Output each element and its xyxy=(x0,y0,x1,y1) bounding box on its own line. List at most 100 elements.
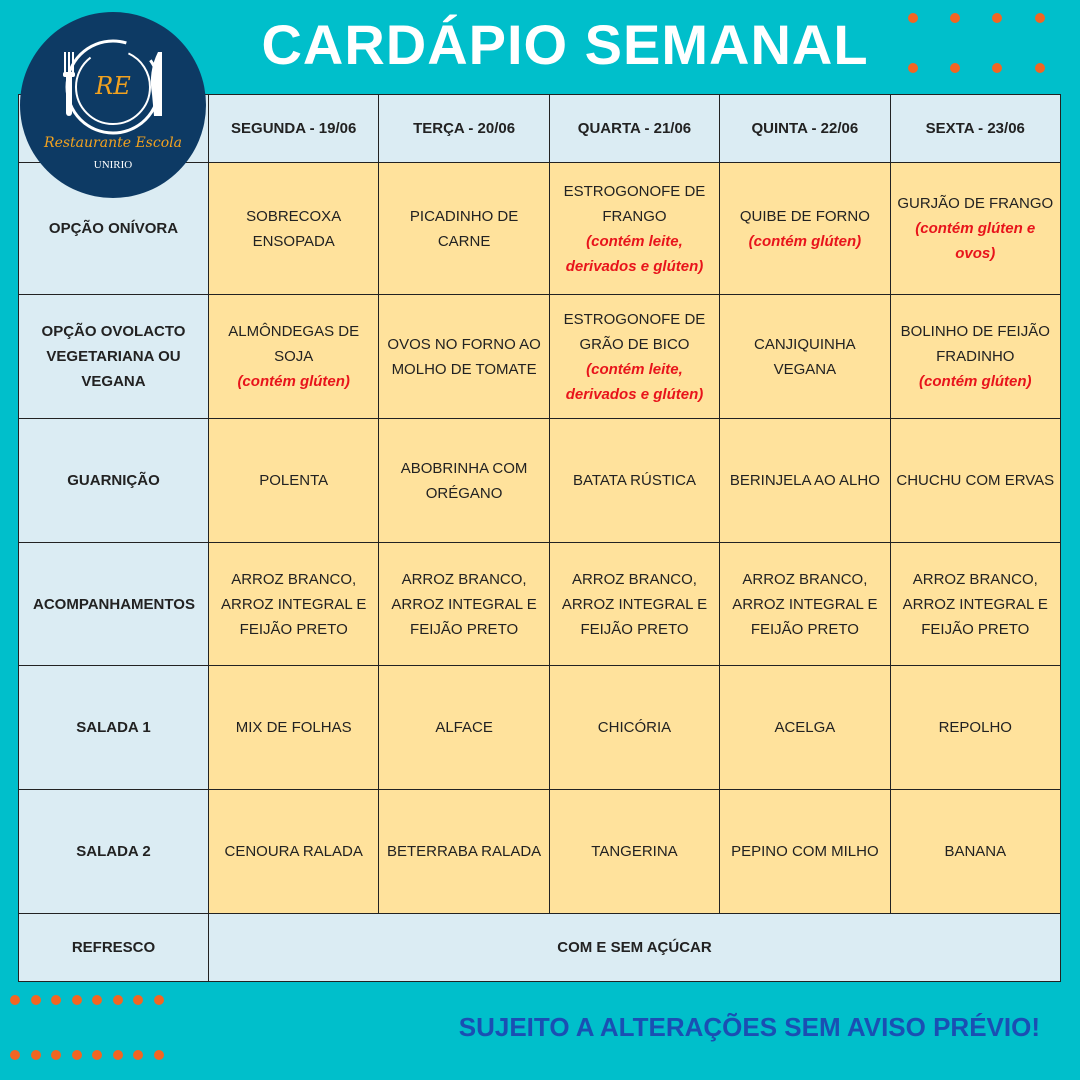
allergen-note: (contém leite, derivados e glúten) xyxy=(565,232,704,275)
dish-name: ARROZ BRANCO, ARROZ INTEGRAL E FEIJÃO PR… xyxy=(902,570,1048,638)
menu-cell: BATATA RÚSTICA xyxy=(548,418,721,543)
dot xyxy=(950,63,960,73)
menu-cell: ARROZ BRANCO, ARROZ INTEGRAL E FEIJÃO PR… xyxy=(889,542,1062,666)
dish-name: REPOLHO xyxy=(938,719,1012,736)
dish-name: ARROZ BRANCO, ARROZ INTEGRAL E FEIJÃO PR… xyxy=(561,570,708,638)
dish-name: CENOURA RALADA xyxy=(224,843,363,860)
menu-cell: PICADINHO DE CARNE xyxy=(378,162,550,295)
menu-cell: BOLINHO DE FEIJÃO FRADINHO (contém glúten… xyxy=(889,294,1062,419)
menu-cell: BETERRABA RALADA xyxy=(378,789,550,914)
dot xyxy=(71,995,82,1005)
dish-name: ESTROGONOFE DE GRÃO DE BICO xyxy=(563,310,706,353)
row-label: GUARNIÇÃO xyxy=(18,418,209,543)
day-header: TERÇA - 20/06 xyxy=(378,94,550,163)
dot xyxy=(92,1050,102,1060)
menu-cell: CENOURA RALADA xyxy=(207,789,380,914)
dish-name: POLENTA xyxy=(259,472,329,489)
dot xyxy=(992,13,1002,23)
dish-name: BATATA RÚSTICA xyxy=(572,472,697,489)
menu-row: GUARNIÇÃO POLENTA ABOBRINHA COM ORÉGANO BAT… xyxy=(18,418,1062,543)
logo-text: Restaurante Escola xyxy=(44,135,182,151)
disclaimer: SUJEITO A ALTERAÇÕES SEM AVISO PRÉVIO! xyxy=(458,1012,1040,1042)
row-label: OPÇÃO OVOLACTO VEGETARIANA OU VEGANA xyxy=(18,294,209,419)
dot xyxy=(112,995,123,1005)
allergen-note: (contém glúten) xyxy=(748,232,862,250)
dish-name: ALMÔNDEGAS DE SOJA xyxy=(228,323,360,365)
dot xyxy=(10,1050,20,1060)
allergen-note: (contém glúten e ovos) xyxy=(915,220,1036,262)
dot xyxy=(908,63,918,73)
day-header: SEGUNDA - 19/06 xyxy=(207,94,380,163)
dot xyxy=(950,13,960,23)
refresco-value: COM E SEM AÇÚCAR xyxy=(208,913,1061,982)
dish-name: ARROZ BRANCO, ARROZ INTEGRAL E FEIJÃO PR… xyxy=(221,570,367,638)
menu-row: ACOMPANHAMENTOS ARROZ BRANCO, ARROZ INTEG… xyxy=(18,542,1062,666)
row-label: ACOMPANHAMENTOS xyxy=(18,542,209,666)
dish-name: QUIBE DE FORNO xyxy=(739,207,870,225)
menu-cell: CHICÓRIA xyxy=(548,665,721,790)
dish-name: CANJIQUINHA VEGANA xyxy=(754,335,856,378)
dot xyxy=(51,995,61,1005)
dish-name: ARROZ BRANCO, ARROZ INTEGRAL E FEIJÃO PR… xyxy=(391,570,537,638)
day-header: QUINTA - 22/06 xyxy=(719,94,891,163)
dish-name: ARROZ BRANCO, ARROZ INTEGRAL E FEIJÃO PR… xyxy=(732,570,878,638)
menu-cell: POLENTA xyxy=(207,418,380,543)
menu-cell: ACELGA xyxy=(719,665,891,790)
day-header: SEXTA - 23/06 xyxy=(889,94,1062,163)
dot xyxy=(153,995,164,1005)
restaurant-logo: RE Restaurante Escola UNIRIO xyxy=(20,12,206,198)
refresco-row: REFRESCO COM E SEM AÇÚCAR xyxy=(18,913,1061,982)
row-label: REFRESCO xyxy=(18,913,209,982)
menu-cell: BERINJELA AO ALHO xyxy=(719,418,891,543)
dish-name: GURJÃO DE FRANGO xyxy=(897,195,1054,212)
menu-cell: BANANA xyxy=(889,789,1062,914)
menu-cell: OVOS NO FORNO AO MOLHO DE TOMATE xyxy=(378,294,550,419)
dot xyxy=(71,1050,82,1060)
allergen-note: (contém leite, derivados e glúten) xyxy=(565,360,704,403)
menu-cell: CHUCHU COM ERVAS xyxy=(889,418,1062,543)
svg-text:RE: RE xyxy=(94,72,131,100)
menu-row: OPÇÃO OVOLACTO VEGETARIANA OU VEGANA ALMÔ… xyxy=(18,294,1062,419)
plate-cutlery-icon: RE xyxy=(63,39,162,135)
dish-name: TANGERINA xyxy=(591,843,678,860)
menu-cell: ARROZ BRANCO, ARROZ INTEGRAL E FEIJÃO PR… xyxy=(207,542,380,666)
dish-name: ACELGA xyxy=(774,719,836,736)
dot xyxy=(10,995,20,1005)
dish-name: CHICÓRIA xyxy=(597,719,672,736)
dot xyxy=(992,63,1002,73)
menu-cell: TANGERINA xyxy=(548,789,721,914)
dot xyxy=(133,995,143,1005)
dish-name: OVOS NO FORNO AO MOLHO DE TOMATE xyxy=(387,335,541,378)
menu-table: SEGUNDA - 19/06 TERÇA - 20/06 QUARTA - 21/… xyxy=(18,94,1062,982)
dish-name: BETERRABA RALADA xyxy=(386,843,542,860)
menu-cell: MIX DE FOLHAS xyxy=(207,665,380,790)
dish-name: CHUCHU COM ERVAS xyxy=(896,472,1055,489)
menu-row: OPÇÃO ONÍVORA SOBRECOXA ENSOPADA PICADINHO… xyxy=(18,162,1062,295)
dish-name: BERINJELA AO ALHO xyxy=(729,472,880,489)
dish-name: ALFACE xyxy=(435,719,493,736)
dot xyxy=(92,995,102,1005)
dot xyxy=(30,1050,41,1060)
page-title: CARDÁPIO SEMANAL xyxy=(261,13,869,76)
dot xyxy=(112,1050,123,1060)
dot xyxy=(1035,63,1045,73)
menu-cell: REPOLHO xyxy=(889,665,1062,790)
menu-cell: ALFACE xyxy=(378,665,550,790)
menu-cell: ARROZ BRANCO, ARROZ INTEGRAL E FEIJÃO PR… xyxy=(548,542,721,666)
row-label: SALADA 1 xyxy=(18,665,209,790)
day-header: QUARTA - 21/06 xyxy=(548,94,721,163)
dish-name: PEPINO COM MILHO xyxy=(731,843,879,860)
dish-name: PICADINHO DE CARNE xyxy=(409,207,519,250)
row-label: SALADA 2 xyxy=(18,789,209,914)
menu-cell: QUIBE DE FORNO (contém glúten) xyxy=(719,162,891,295)
menu-cell: ESTROGONOFE DE FRANGO (contém leite, deri… xyxy=(548,162,721,295)
dot xyxy=(908,13,918,23)
menu-cell: ARROZ BRANCO, ARROZ INTEGRAL E FEIJÃO PR… xyxy=(378,542,550,666)
dish-name: ABOBRINHA COM ORÉGANO xyxy=(400,459,528,502)
dot xyxy=(30,995,41,1005)
dot xyxy=(51,1050,61,1060)
menu-cell: SOBRECOXA ENSOPADA xyxy=(207,162,380,295)
dot xyxy=(133,1050,143,1060)
logo-subtext: UNIRIO xyxy=(93,159,133,171)
dish-name: BOLINHO DE FEIJÃO FRADINHO xyxy=(900,323,1050,365)
